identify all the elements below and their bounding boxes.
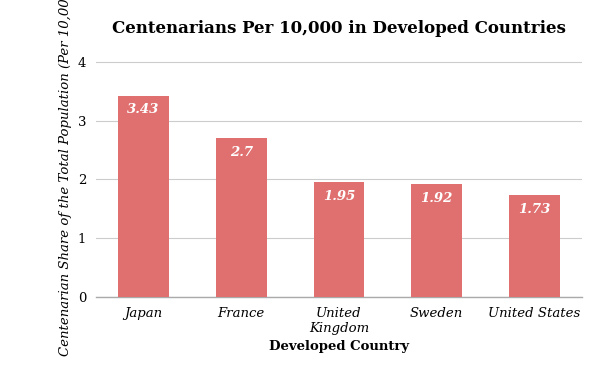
Bar: [509, 195, 560, 297]
Bar: [216, 138, 266, 297]
Bar: [412, 184, 462, 297]
Bar: [314, 183, 364, 297]
Y-axis label: Centenarian Share of the Total Population (Per 10,000): Centenarian Share of the Total Populatio…: [59, 0, 72, 356]
Text: 2.7: 2.7: [230, 146, 253, 159]
X-axis label: Developed Country: Developed Country: [269, 340, 409, 353]
Text: 1.92: 1.92: [421, 192, 453, 205]
Text: 1.95: 1.95: [323, 190, 355, 203]
Text: 3.43: 3.43: [127, 103, 160, 116]
Title: Centenarians Per 10,000 in Developed Countries: Centenarians Per 10,000 in Developed Cou…: [112, 20, 566, 37]
Bar: [118, 96, 169, 297]
Text: 1.73: 1.73: [518, 203, 551, 216]
